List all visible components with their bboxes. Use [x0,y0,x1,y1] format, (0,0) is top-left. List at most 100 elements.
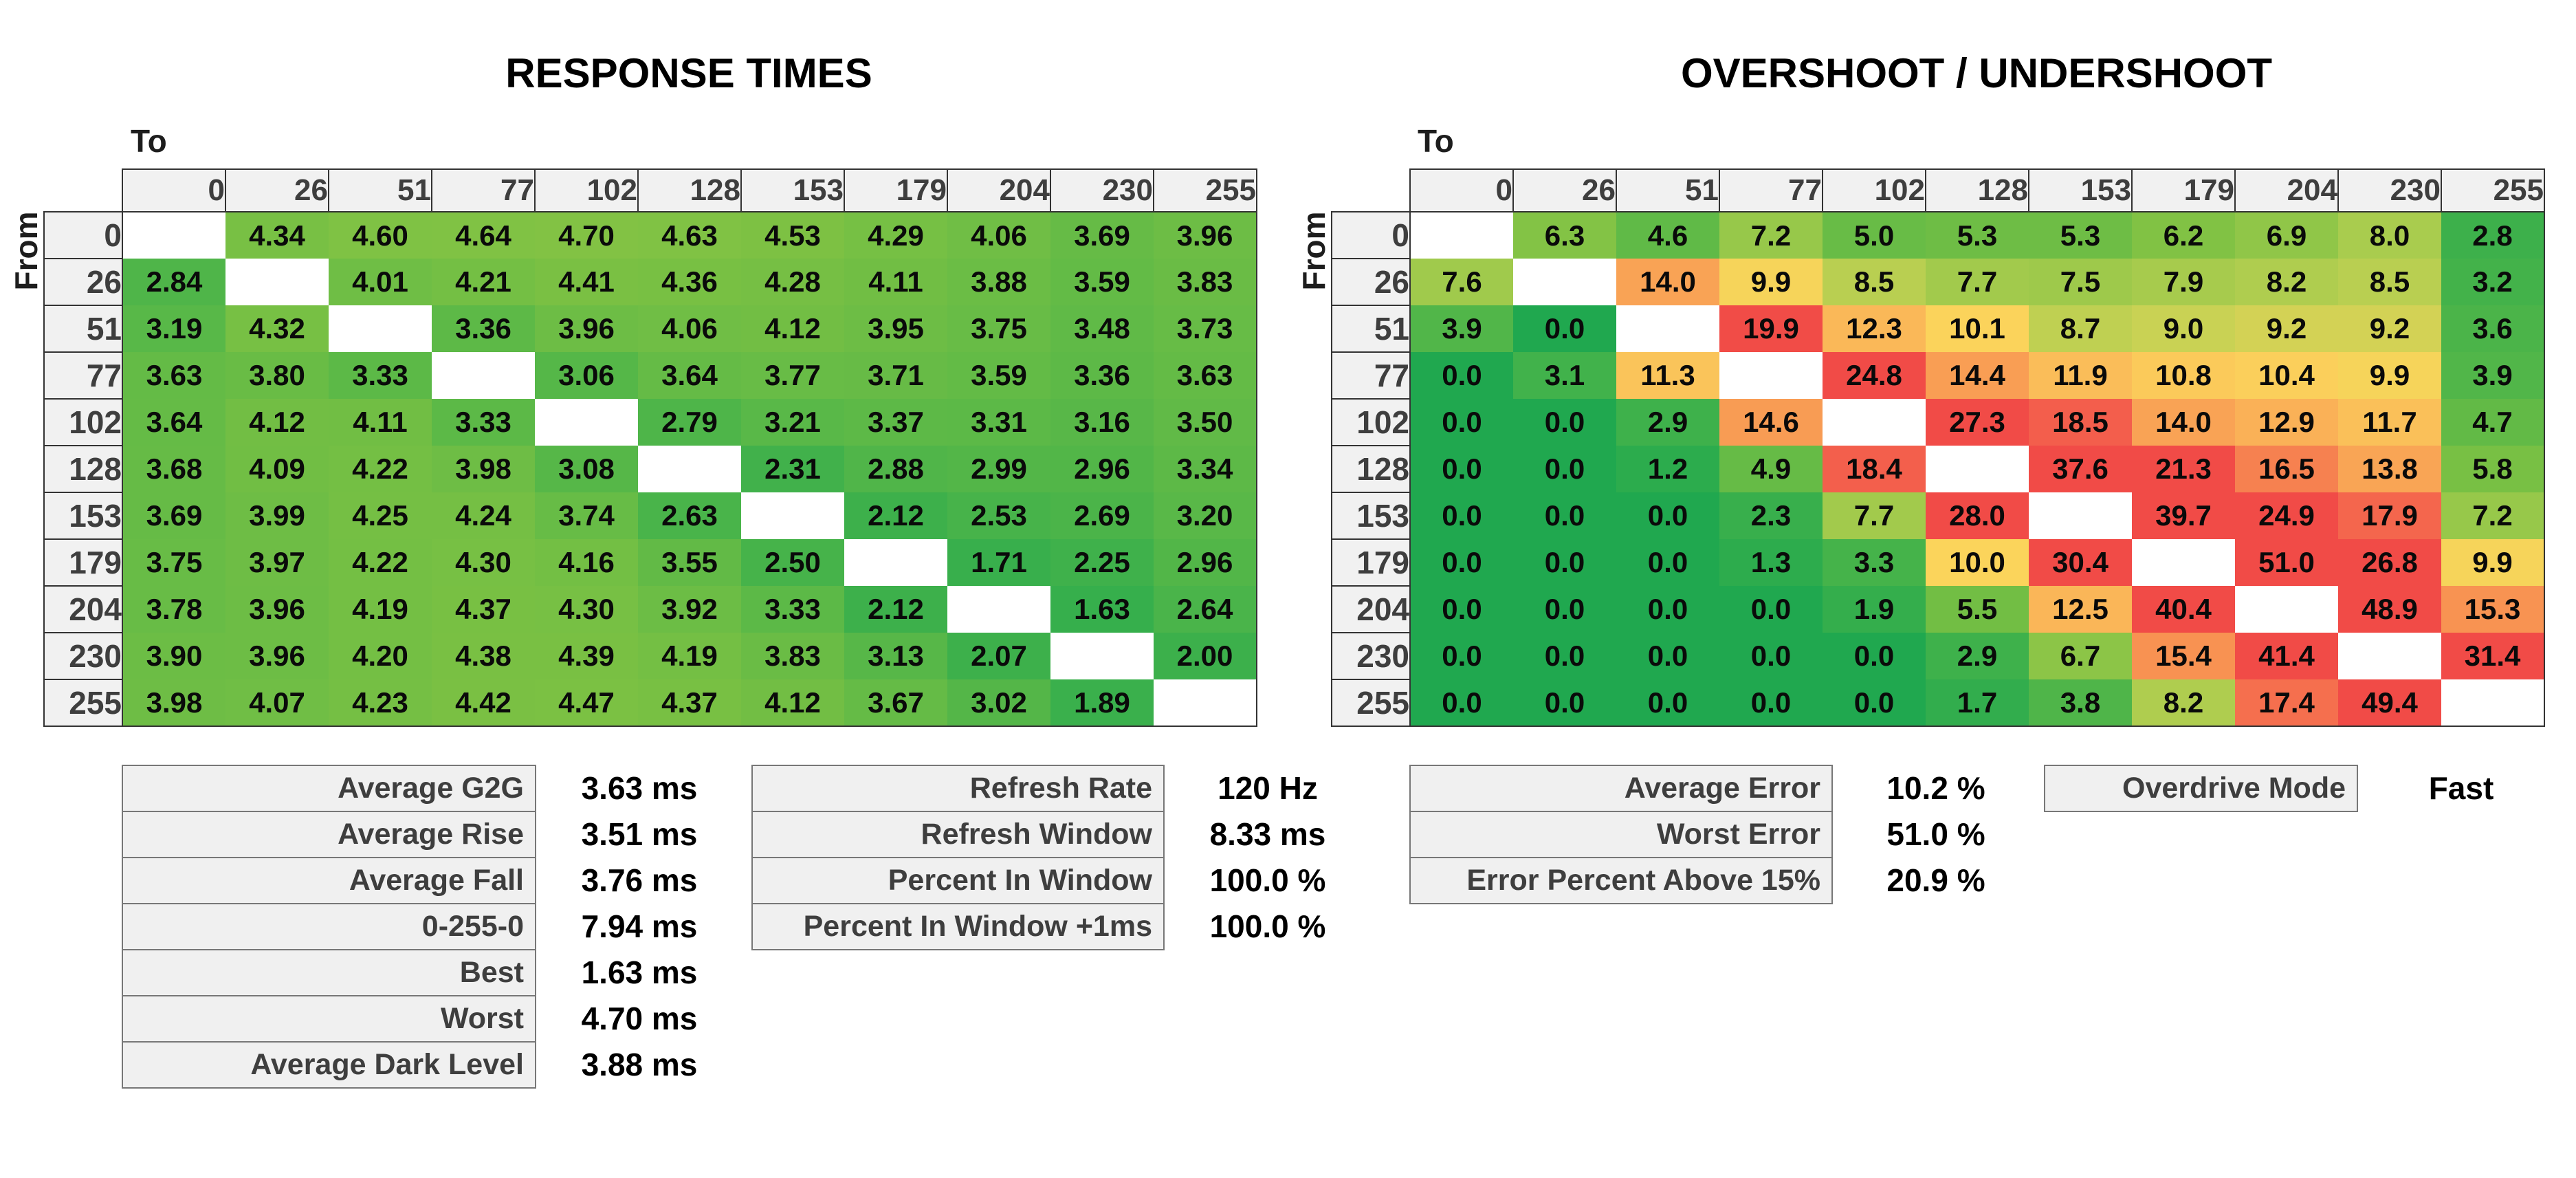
heatmap-cell: 10.1 [1926,305,2029,352]
heatmap-cell: 11.7 [2338,399,2441,446]
heatmap-cell: 2.64 [1154,586,1257,633]
heatmap-cell: 3.92 [638,586,741,633]
heatmap-cell: 4.60 [329,212,432,259]
col-header-cell: 26 [1512,168,1617,212]
stat-row: Worst Error 51.0 % [1409,811,2032,858]
heatmap-cell: 19.9 [1719,305,1823,352]
heatmap-cell: 4.22 [329,539,432,586]
heatmap-cell: 1.2 [1616,446,1719,492]
heatmap-cell: 4.06 [638,305,741,352]
heatmap-cell: 37.6 [2029,446,2132,492]
heatmap-cell: 3.75 [947,305,1050,352]
heatmap-cell: 3.77 [741,352,844,399]
diagonal-cell [844,539,947,586]
heatmap-cell: 1.63 [1050,586,1154,633]
heatmap-corner-cell [1332,169,1410,212]
row-header-cell: 153 [43,492,123,540]
heatmap-cell: 4.70 [535,212,638,259]
heatmap-cell: 0.0 [1513,492,1616,539]
heatmap-cell: 3.21 [741,399,844,446]
heatmap-cell: 5.8 [2441,446,2545,492]
response-times-heatmap: 0 26 51 77 102 128 153 179 204 230 255 0 4.34 4.60 4.6… [43,168,1257,727]
stat-row: Percent In Window 100.0 % [751,857,1364,904]
stat-row: Average Error 10.2 % [1409,765,2032,812]
heatmap-cell: 4.19 [329,586,432,633]
col-header-cell: 255 [2441,168,2545,212]
from-axis-label-right: From [1296,211,1332,291]
heatmap-cell: 2.96 [1154,539,1257,586]
stat-row: Refresh Rate 120 Hz [751,765,1364,812]
stat-label: Average Dark Level [122,1041,536,1089]
stat-value: 7.94 ms [581,908,698,944]
heatmap-cell: 4.16 [535,539,638,586]
heatmap-cell: 2.3 [1719,492,1823,539]
heatmap-cell: 5.0 [1823,212,1926,259]
heatmap-cell: 4.19 [638,633,741,679]
heatmap-cell: 2.53 [947,492,1050,539]
stat-value: 3.63 ms [581,770,698,806]
heatmap-cell: 6.7 [2029,633,2132,679]
heatmap-cell: 3.8 [2029,679,2132,727]
response-stats-table: Average G2G 3.63 ms Average Rise 3.51 ms… [122,765,736,1089]
heatmap-cell: 9.9 [2441,539,2545,586]
heatmap-cell: 7.6 [1410,259,1513,305]
heatmap-cell: 4.37 [638,679,741,727]
heatmap-cell: 3.48 [1050,305,1154,352]
heatmap-cell: 0.0 [1823,679,1926,727]
stat-value: 3.88 ms [581,1047,698,1082]
heatmap-cell: 4.42 [432,679,535,727]
heatmap-cell: 2.12 [844,586,947,633]
heatmap-cell: 7.9 [2132,259,2235,305]
heatmap-cell: 3.37 [844,399,947,446]
heatmap-cell: 3.50 [1154,399,1257,446]
heatmap-cell: 4.09 [225,446,329,492]
heatmap-cell: 2.84 [122,259,225,305]
stat-row: Average Fall 3.76 ms [122,857,736,904]
heatmap-cell: 8.5 [2338,259,2441,305]
heatmap-cell: 0.0 [1823,633,1926,679]
heatmap-cell: 4.21 [432,259,535,305]
heatmap-cell: 18.4 [1823,446,1926,492]
heatmap-cell: 2.63 [638,492,741,539]
heatmap-cell: 3.19 [122,305,225,352]
row-header-cell: 26 [43,258,123,306]
overshoot-heatmap: 0 26 51 77 102 128 153 179 204 230 255 0 6.3 4.6 7.2 5.… [1331,168,2545,727]
heatmap-cell: 4.24 [432,492,535,539]
stat-label: Percent In Window [751,857,1165,904]
heatmap-cell: 3.78 [122,586,225,633]
col-header-cell: 204 [947,168,1051,212]
stat-label: Worst Error [1409,811,1833,858]
heatmap-cell: 3.59 [1050,259,1154,305]
error-stats-table: Average Error 10.2 % Worst Error 51.0 % … [1409,765,2032,904]
heatmap-cell: 5.3 [2029,212,2132,259]
diagonal-cell [1154,679,1257,727]
stat-value: 8.33 ms [1209,816,1326,852]
heatmap-cell: 51.0 [2235,539,2338,586]
heatmap-cell: 1.89 [1050,679,1154,727]
heatmap-cell: 15.3 [2441,586,2545,633]
stat-value: 51.0 % [1886,816,1985,852]
heatmap-cell: 4.36 [638,259,741,305]
heatmap-cell: 4.64 [432,212,535,259]
heatmap-cell: 1.7 [1926,679,2029,727]
heatmap-cell: 0.0 [1410,446,1513,492]
heatmap-cell: 5.3 [1926,212,2029,259]
heatmap-cell: 3.97 [225,539,329,586]
stat-row: Error Percent Above 15% 20.9 % [1409,857,2032,904]
heatmap-cell: 27.3 [1926,399,2029,446]
heatmap-cell: 3.96 [225,586,329,633]
heatmap-cell: 12.9 [2235,399,2338,446]
to-axis-label-left: To [131,123,167,159]
diagonal-cell [741,492,844,539]
heatmap-cell: 24.9 [2235,492,2338,539]
col-header-cell: 179 [844,168,948,212]
heatmap-cell: 26.8 [2338,539,2441,586]
row-header-cell: 230 [43,632,123,680]
stat-value: 20.9 % [1886,862,1985,898]
heatmap-cell: 3.33 [432,399,535,446]
heatmap-cell: 4.12 [741,679,844,727]
col-header-cell: 102 [1822,168,1926,212]
diagonal-cell [329,305,432,352]
heatmap-cell: 0.0 [1616,492,1719,539]
